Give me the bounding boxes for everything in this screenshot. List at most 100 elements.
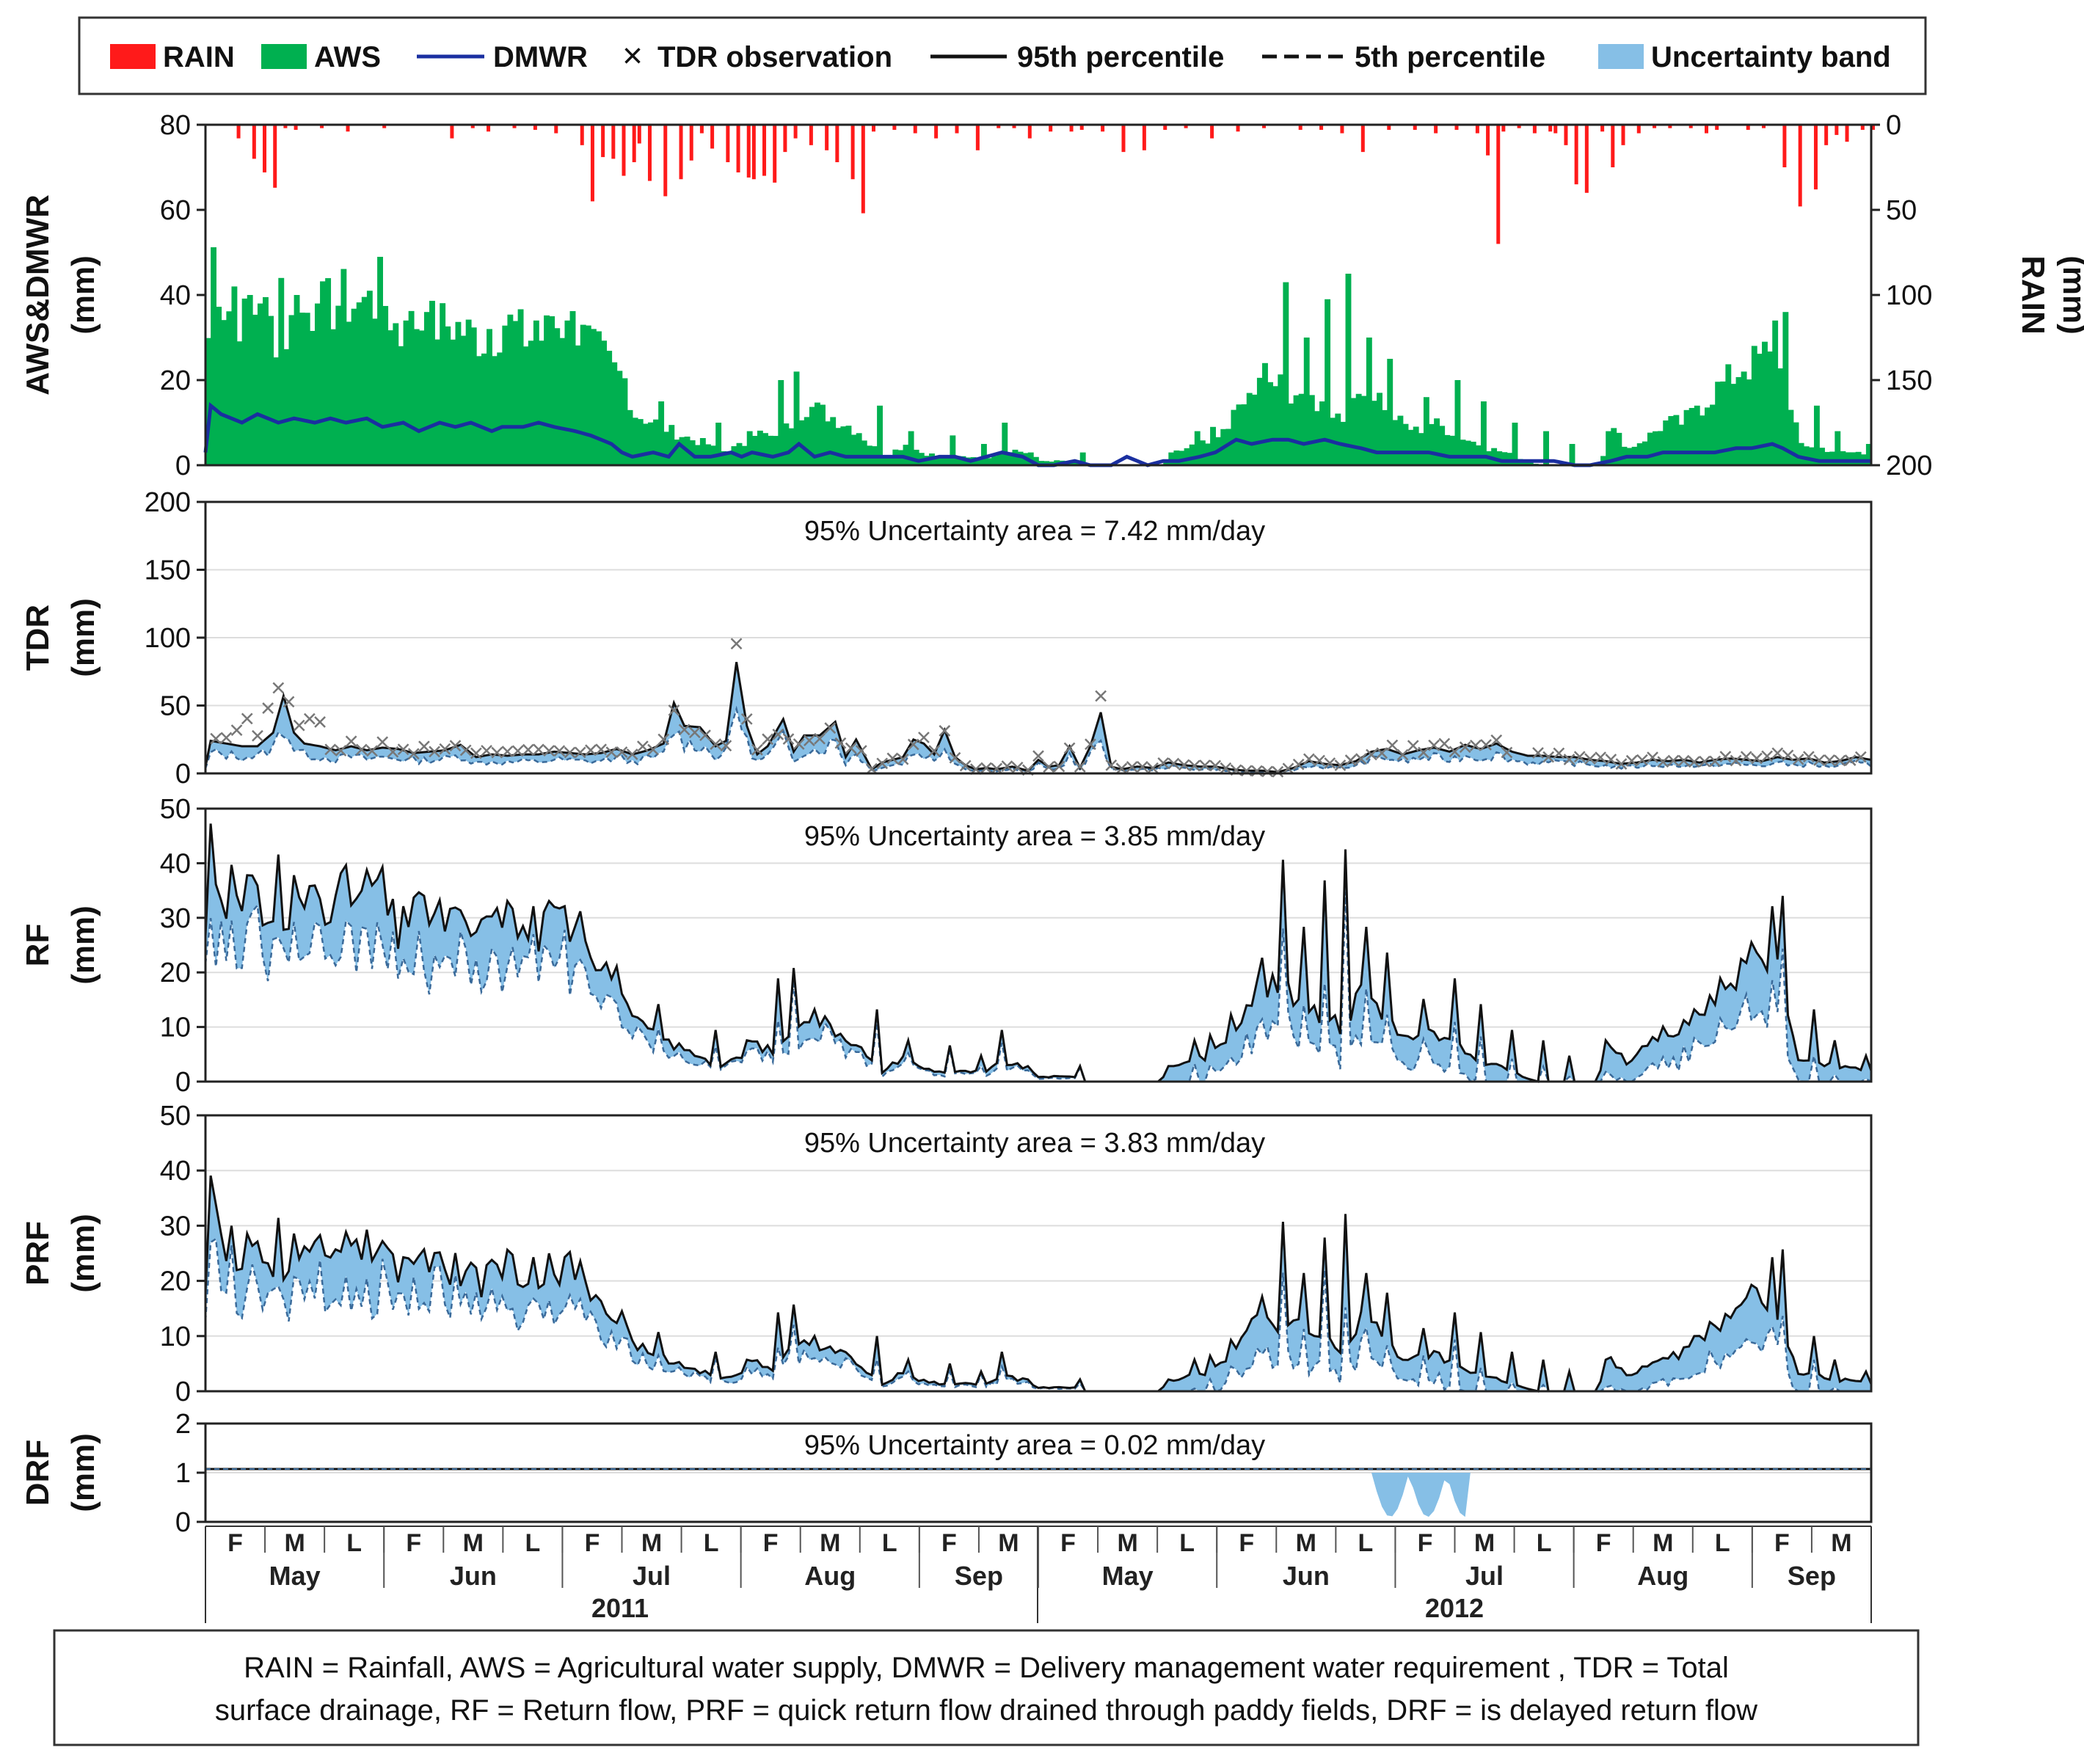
- aws-bar: [980, 444, 987, 465]
- aws-bar: [653, 419, 659, 465]
- aws-bar: [1382, 409, 1388, 465]
- tdr-observation-point: [678, 724, 691, 736]
- legend-band-label: Uncertainty band: [1651, 41, 1891, 73]
- aws-bar: [413, 329, 420, 465]
- aws-bar: [1236, 404, 1242, 465]
- rain-bar: [1027, 125, 1032, 139]
- tdr-observation-point: [595, 743, 608, 756]
- rain-bar: [487, 125, 491, 132]
- tdr-observation-point: [1573, 751, 1586, 763]
- aws-bar: [1079, 452, 1086, 465]
- prf-tick-label: 30: [160, 1211, 191, 1242]
- aws-bar: [1413, 426, 1419, 465]
- rain-bar: [1049, 125, 1053, 132]
- drf-annotation: 95% Uncertainty area = 0.02 mm/day: [804, 1430, 1265, 1461]
- drf-tick-label: 1: [175, 1458, 191, 1489]
- tdr-observation-point: [1147, 762, 1159, 774]
- rain-bar: [751, 125, 756, 180]
- aws-ylabel: AWS&DMWR: [20, 194, 56, 396]
- rain-bar: [710, 125, 715, 149]
- prf-tick-label: 40: [160, 1156, 191, 1187]
- aws-bar: [236, 341, 243, 465]
- rain-bar: [450, 125, 454, 139]
- aws-bar: [268, 316, 274, 465]
- tdr-observation-point: [1105, 759, 1118, 771]
- rain-tick-label: 50: [1886, 195, 1917, 226]
- aws-bar: [835, 428, 842, 465]
- tdr-observation-point: [1167, 757, 1180, 770]
- rain-yunit: (mm): [2056, 255, 2084, 335]
- legend-cross-icon: ×: [622, 37, 643, 76]
- aws-bar: [1720, 381, 1727, 465]
- drf-ylabel: DRF: [20, 1440, 56, 1506]
- prf-yunit: (mm): [65, 1214, 101, 1293]
- tdr-observation-point: [834, 737, 847, 749]
- tdr-observation-point: [1490, 734, 1503, 746]
- aws-bar: [1449, 435, 1456, 465]
- tdr-observation-point: [886, 752, 899, 765]
- tdr-observation-point: [355, 743, 368, 756]
- rf-tick-label: 40: [160, 848, 191, 879]
- tdr-observation-point: [335, 745, 347, 757]
- aws-bar: [1663, 420, 1669, 465]
- aws-bar: [1512, 423, 1518, 465]
- tdr-observation-point: [1480, 739, 1492, 751]
- rain-tick-label: 200: [1886, 451, 1932, 481]
- rain-bar: [746, 125, 751, 178]
- tdr-observation-point: [439, 743, 451, 755]
- tdr-observation-point: [387, 746, 399, 758]
- aws-bar: [554, 328, 561, 465]
- aws-bar: [705, 444, 711, 465]
- aws-bar: [1840, 451, 1846, 465]
- tdr-observation-point: [1376, 747, 1388, 759]
- tdr-observation-point: [855, 745, 867, 757]
- dekad-label: F: [227, 1529, 243, 1557]
- aws-bar: [699, 437, 706, 465]
- aws-bar: [1491, 448, 1498, 465]
- aws-bar: [751, 436, 758, 465]
- tdr-observation-point: [1428, 739, 1440, 751]
- aws-bar: [1262, 362, 1268, 465]
- aws-bar: [1865, 444, 1872, 465]
- rf-ylabel: RF: [20, 924, 56, 967]
- aws-yticks: 80 60 40 20 0: [160, 110, 205, 481]
- tdr-observation-point: [1844, 754, 1857, 766]
- aws-bar: [387, 330, 394, 465]
- panel-prf: 50 40 30 20 10 0 95% Uncertainty area = 3.83 …: [20, 1101, 1873, 1407]
- aws-bar: [455, 321, 462, 465]
- aws-bar: [788, 428, 795, 465]
- rain-bar: [554, 125, 558, 134]
- aws-bar: [997, 453, 1003, 465]
- rain-bar: [252, 125, 256, 159]
- aws-bar: [450, 339, 456, 465]
- tdr-observations: [210, 638, 1867, 778]
- tdr-observation-point: [782, 733, 795, 745]
- tdr-observation-point: [1136, 760, 1148, 773]
- rain-bar: [1012, 125, 1016, 128]
- aws-bar: [1678, 424, 1685, 465]
- tdr-observation-point: [418, 740, 430, 753]
- aws-bar: [497, 352, 503, 465]
- year-label-2011: 2011: [591, 1593, 649, 1623]
- rain-bar: [1548, 125, 1553, 132]
- tdr-observation-point: [345, 735, 357, 748]
- aws-bar: [1345, 274, 1352, 465]
- aws-bar: [606, 351, 613, 465]
- rain-bar: [1636, 125, 1641, 134]
- aws-bar: [205, 338, 211, 465]
- aws-bar: [991, 456, 998, 465]
- aws-bar: [1543, 431, 1549, 465]
- panel-rf-frame: [204, 807, 1873, 1083]
- aws-bar: [351, 308, 357, 465]
- rain-bar: [1653, 125, 1657, 128]
- month-label: Jul: [633, 1561, 671, 1591]
- rain-bar: [793, 125, 798, 139]
- aws-bar: [1012, 449, 1019, 465]
- dekad-label: F: [585, 1529, 600, 1557]
- aws-bar: [1397, 415, 1404, 465]
- aws-bar: [299, 313, 305, 465]
- rain-bar: [320, 125, 324, 128]
- dekad-label: M: [641, 1529, 662, 1557]
- tdr-observation-point: [1636, 754, 1648, 766]
